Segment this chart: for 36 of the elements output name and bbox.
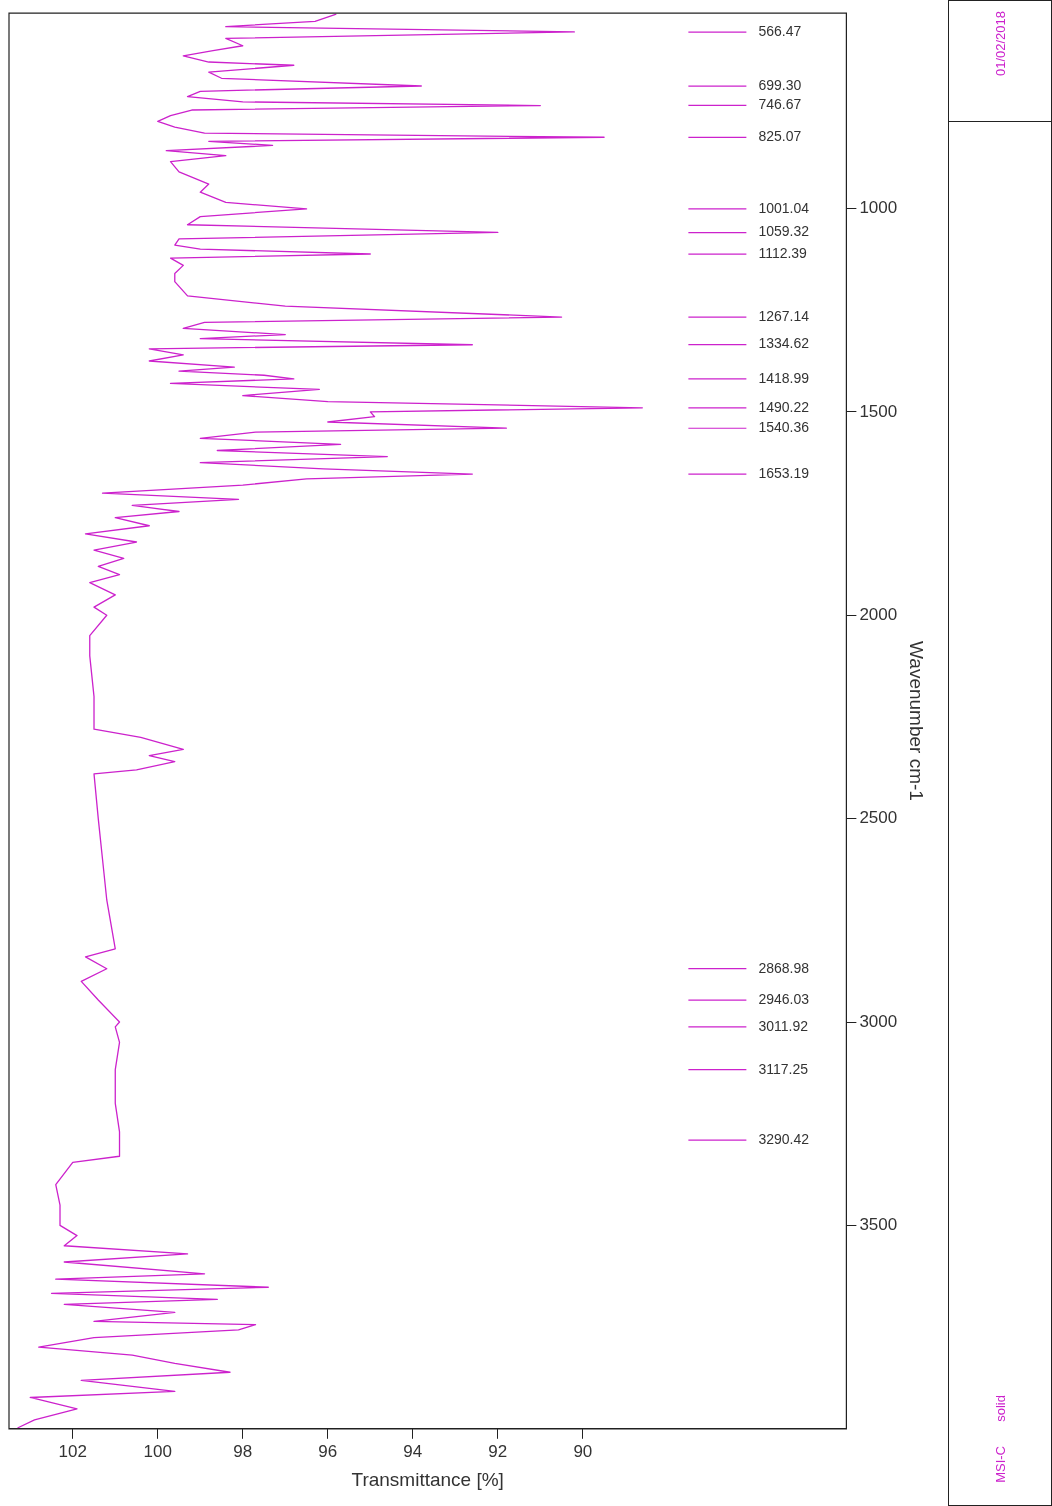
annotation: 3011.92 [758,1017,809,1034]
x-tick-label: 98 [233,1441,253,1461]
annotation: 1267.14 [758,307,810,324]
y-tick-label: 2000 [859,604,898,624]
x-tick-label: 92 [488,1441,508,1461]
x-axis-title: Transmittance [%] [351,1468,504,1490]
annotation: 1653.19 [758,465,810,482]
annotation: 1418.99 [758,369,810,386]
y-tick-label: 2500 [859,808,898,828]
annotation: 3290.42 [758,1131,810,1148]
x-tick-label: 102 [58,1441,87,1461]
text: solid [992,1395,1008,1423]
annotation: 1059.32 [758,223,810,240]
annotation: 2868.98 [758,959,810,976]
x-tick-label: 100 [143,1441,172,1461]
annotation: 566.47 [758,22,802,39]
annotation: 2946.03 [758,990,810,1007]
annotation: 3117.25 [758,1060,809,1077]
x-tick-label: 94 [403,1441,423,1461]
x-tick-label: 90 [573,1441,593,1461]
annotation: 1540.36 [758,419,810,436]
y-tick-label: 1000 [859,198,898,218]
x-tick-label: 96 [318,1441,338,1461]
annotation: 1112.39 [758,245,808,262]
y-tick-label: 1500 [859,401,898,421]
text: MSI-C [992,1446,1008,1483]
y-tick-label: 3500 [859,1215,898,1235]
annotation: 1001.04 [758,199,810,216]
y-axis-title: Wavenumber cm-1 [906,641,928,801]
annotation: 699.30 [758,77,802,93]
text: 01/02/2018 [992,11,1008,77]
annotation: 1334.62 [758,335,810,352]
annotation: 1490.22 [758,398,810,415]
annotation: 746.67 [758,96,802,113]
y-tick-label: 3000 [859,1011,898,1031]
annotation: 825.07 [758,128,802,145]
